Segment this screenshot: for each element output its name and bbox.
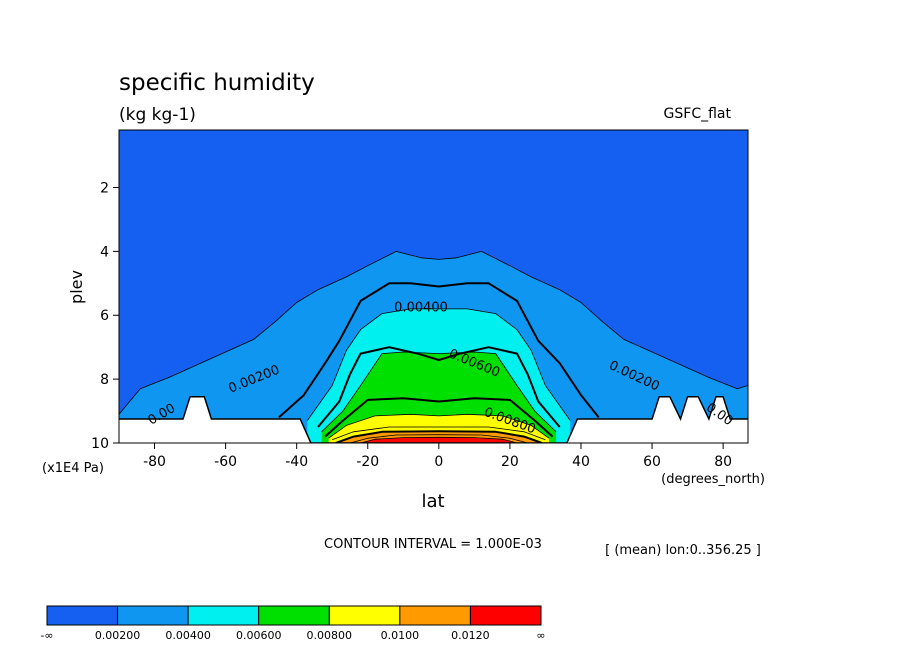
contour-line-q2 xyxy=(119,250,748,415)
contour-line-q4 xyxy=(306,308,571,421)
x-tick-label: 0 xyxy=(434,454,443,470)
terrain-fill xyxy=(119,396,748,443)
x-tick-label: -20 xyxy=(356,454,379,470)
y-axis-label: plev xyxy=(67,270,86,304)
colorbar-swatch xyxy=(258,605,330,626)
y-axis-units: (x1E4 Pa) xyxy=(42,461,104,476)
x-tick-label: 40 xyxy=(572,454,590,470)
colorbar-label: 0.00200 xyxy=(95,629,141,642)
colorbar-swatch xyxy=(399,605,471,626)
x-tick-label: -40 xyxy=(285,454,308,470)
colorbar-label: 0.00600 xyxy=(236,629,282,642)
colorbar-swatch xyxy=(187,605,260,626)
contour-line-q3 xyxy=(278,282,600,419)
colorbar-swatch xyxy=(328,605,401,626)
colorbar-label: ∞ xyxy=(536,629,545,642)
contour-line-q5 xyxy=(317,346,561,428)
mean-note: [ (mean) lon:0..356.25 ] xyxy=(605,543,761,558)
terrain-outline xyxy=(119,395,748,443)
x-tick-label: 80 xyxy=(714,454,732,470)
colorbar-swatch xyxy=(469,605,542,626)
x-tick-label: -60 xyxy=(214,454,237,470)
contour-line-q11 xyxy=(349,434,528,443)
colorbar-label: 0.00800 xyxy=(307,629,353,642)
x-tick-label: 20 xyxy=(501,454,519,470)
contour-line-q10 xyxy=(335,430,543,443)
plot-frame xyxy=(118,129,749,444)
axes: -80 -60 -40 -20 0 20 40 60 80 2 4 6 8 10 xyxy=(91,180,732,470)
contour-line-q6 xyxy=(321,351,557,433)
contour-line-layer xyxy=(119,250,748,443)
y-tick-label: 10 xyxy=(91,436,109,452)
colorbar-swatch xyxy=(46,605,119,626)
colorbar-label: -∞ xyxy=(40,629,53,642)
x-tick-label: -80 xyxy=(143,454,166,470)
y-tick-label: 8 xyxy=(100,372,109,388)
band-fill-q12 xyxy=(360,437,517,443)
x-tick-label: 60 xyxy=(643,454,661,470)
y-tick-label: 6 xyxy=(100,308,109,324)
colorbar-label: 0.0100 xyxy=(381,629,420,642)
colorbar-label: 0.00400 xyxy=(165,629,211,642)
colorbar-swatch xyxy=(117,605,189,626)
x-axis-label: lat xyxy=(421,491,444,512)
contour-line-q8 xyxy=(328,413,550,439)
colorbar: -∞ 0.00200 0.00400 0.00600 0.00800 0.0100 0.01… xyxy=(40,605,546,642)
chart-units: (kg kg-1) xyxy=(119,105,196,125)
colorbar-label: 0.0120 xyxy=(451,629,490,642)
terrain-mask xyxy=(119,395,748,443)
contour-line-q9 xyxy=(332,426,546,441)
dataset-name: GSFC_flat xyxy=(664,106,732,122)
y-tick-label: 4 xyxy=(100,244,109,260)
contour-line-q12 xyxy=(360,436,518,443)
contour-line-q7 xyxy=(324,397,554,438)
chart-title: specific humidity xyxy=(119,70,315,96)
x-axis-units: (degrees_north) xyxy=(661,472,765,487)
contour-label: 0.00400 xyxy=(394,300,448,315)
y-tick-label: 2 xyxy=(100,180,109,196)
contour-fill-layer xyxy=(119,130,748,443)
contour-interval: CONTOUR INTERVAL = 1.000E-03 xyxy=(324,537,542,552)
